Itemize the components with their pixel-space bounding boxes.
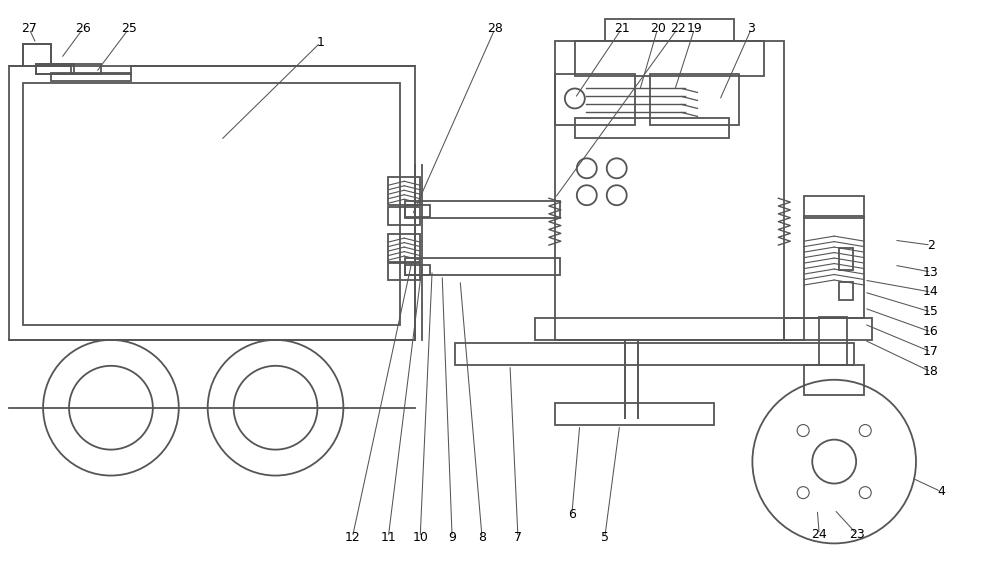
Text: 4: 4 (937, 485, 945, 498)
Text: 24: 24 (811, 528, 827, 541)
Bar (650, 74, 739, 125)
Text: 22: 22 (670, 22, 685, 35)
Text: 25: 25 (121, 22, 137, 35)
Bar (9, 66, 415, 340)
Text: 16: 16 (923, 325, 939, 338)
Bar (839, 282, 853, 300)
Bar (804, 216, 864, 318)
Bar (23, 44, 51, 66)
Bar (555, 403, 714, 425)
Bar (405, 205, 430, 217)
Text: 14: 14 (923, 285, 939, 299)
Text: 21: 21 (614, 22, 630, 35)
Bar (51, 72, 131, 81)
Bar (575, 41, 764, 75)
Bar (405, 201, 560, 218)
Text: 9: 9 (448, 531, 456, 544)
Bar (555, 74, 635, 125)
Text: 6: 6 (568, 508, 576, 521)
Bar (388, 207, 420, 225)
Text: 7: 7 (514, 531, 522, 544)
Bar (784, 318, 872, 340)
Bar (36, 64, 74, 74)
Text: 18: 18 (923, 365, 939, 378)
Bar (804, 196, 864, 218)
Bar (605, 19, 734, 41)
Text: 1: 1 (316, 36, 324, 49)
Bar (405, 265, 430, 275)
Text: 27: 27 (21, 22, 37, 35)
Bar (455, 343, 854, 365)
Bar (819, 317, 847, 365)
Bar (804, 365, 864, 395)
Text: 17: 17 (923, 345, 939, 358)
Bar (535, 318, 804, 340)
Bar (36, 64, 101, 74)
Text: 13: 13 (923, 266, 939, 278)
Text: 28: 28 (487, 22, 503, 35)
Text: 12: 12 (344, 531, 360, 544)
Bar (23, 84, 400, 325)
Bar (575, 118, 729, 139)
Text: 23: 23 (849, 528, 865, 541)
Text: 10: 10 (412, 531, 428, 544)
Text: 8: 8 (478, 531, 486, 544)
Bar (388, 263, 420, 280)
Text: 5: 5 (601, 531, 609, 544)
Bar (388, 234, 420, 262)
Text: 26: 26 (75, 22, 91, 35)
Text: 15: 15 (923, 306, 939, 318)
Bar (388, 177, 420, 205)
Text: 2: 2 (927, 238, 935, 252)
Bar (839, 248, 853, 270)
Text: 11: 11 (380, 531, 396, 544)
Bar (555, 41, 784, 340)
Text: 3: 3 (747, 22, 755, 35)
Bar (405, 258, 560, 275)
Text: 19: 19 (687, 22, 702, 35)
Text: 20: 20 (650, 22, 666, 35)
